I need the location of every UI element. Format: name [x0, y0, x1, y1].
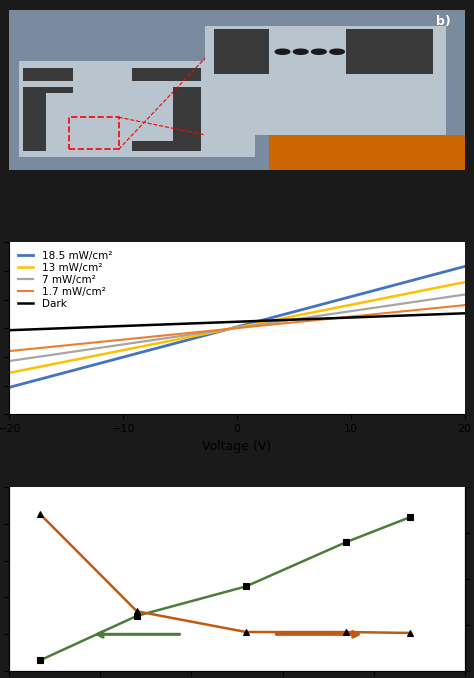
Circle shape — [330, 49, 345, 54]
Polygon shape — [23, 68, 73, 81]
13 mW/cm² — [278, 315, 283, 323]
Line: Dark: Dark — [9, 313, 465, 330]
18.5 mW/cm² — [462, 262, 467, 271]
Dark — [285, 316, 291, 324]
Polygon shape — [23, 87, 73, 151]
13 mW/cm² — [7, 369, 12, 377]
Dark — [278, 316, 283, 324]
7 mW/cm² — [7, 357, 12, 365]
18.5 mW/cm² — [278, 311, 283, 319]
Line: 1.7 mW/cm²: 1.7 mW/cm² — [9, 305, 465, 351]
Circle shape — [275, 49, 290, 54]
1.7 mW/cm² — [8, 347, 14, 355]
1.7 mW/cm² — [278, 319, 283, 327]
Polygon shape — [132, 68, 201, 81]
13 mW/cm² — [390, 292, 396, 300]
Dark — [276, 316, 282, 324]
Circle shape — [311, 49, 326, 54]
1.7 mW/cm² — [276, 320, 282, 328]
18.5 mW/cm² — [419, 274, 425, 282]
18.5 mW/cm² — [8, 383, 14, 391]
Polygon shape — [18, 61, 255, 157]
13 mW/cm² — [285, 313, 291, 321]
7 mW/cm² — [462, 290, 467, 298]
Polygon shape — [214, 29, 269, 74]
18.5 mW/cm² — [285, 309, 291, 317]
Bar — [205, 26, 447, 135]
Line: 13 mW/cm²: 13 mW/cm² — [9, 282, 465, 373]
Dark — [7, 326, 12, 334]
Dark — [390, 312, 396, 320]
Polygon shape — [346, 29, 433, 74]
Bar — [69, 117, 118, 149]
7 mW/cm² — [278, 317, 283, 325]
Bar — [269, 135, 465, 170]
Text: b): b) — [436, 15, 451, 28]
7 mW/cm² — [419, 297, 425, 305]
7 mW/cm² — [285, 316, 291, 324]
Polygon shape — [132, 87, 201, 151]
7 mW/cm² — [8, 357, 14, 365]
7 mW/cm² — [276, 317, 282, 325]
13 mW/cm² — [8, 368, 14, 376]
Circle shape — [293, 49, 308, 54]
1.7 mW/cm² — [390, 308, 396, 317]
Line: 18.5 mW/cm²: 18.5 mW/cm² — [9, 266, 465, 387]
18.5 mW/cm² — [7, 383, 12, 391]
13 mW/cm² — [462, 278, 467, 286]
7 mW/cm² — [390, 301, 396, 309]
1.7 mW/cm² — [7, 347, 12, 355]
Dark — [462, 309, 467, 317]
18.5 mW/cm² — [276, 312, 282, 320]
1.7 mW/cm² — [419, 305, 425, 313]
Dark — [8, 326, 14, 334]
1.7 mW/cm² — [462, 301, 467, 309]
18.5 mW/cm² — [390, 281, 396, 290]
Dark — [419, 311, 425, 319]
Legend: 18.5 mW/cm², 13 mW/cm², 7 mW/cm², 1.7 mW/cm², Dark: 18.5 mW/cm², 13 mW/cm², 7 mW/cm², 1.7 mW… — [15, 247, 115, 312]
13 mW/cm² — [419, 287, 425, 295]
13 mW/cm² — [276, 315, 282, 323]
1.7 mW/cm² — [285, 319, 291, 327]
X-axis label: Voltage (V): Voltage (V) — [202, 440, 272, 453]
Line: 7 mW/cm²: 7 mW/cm² — [9, 294, 465, 361]
